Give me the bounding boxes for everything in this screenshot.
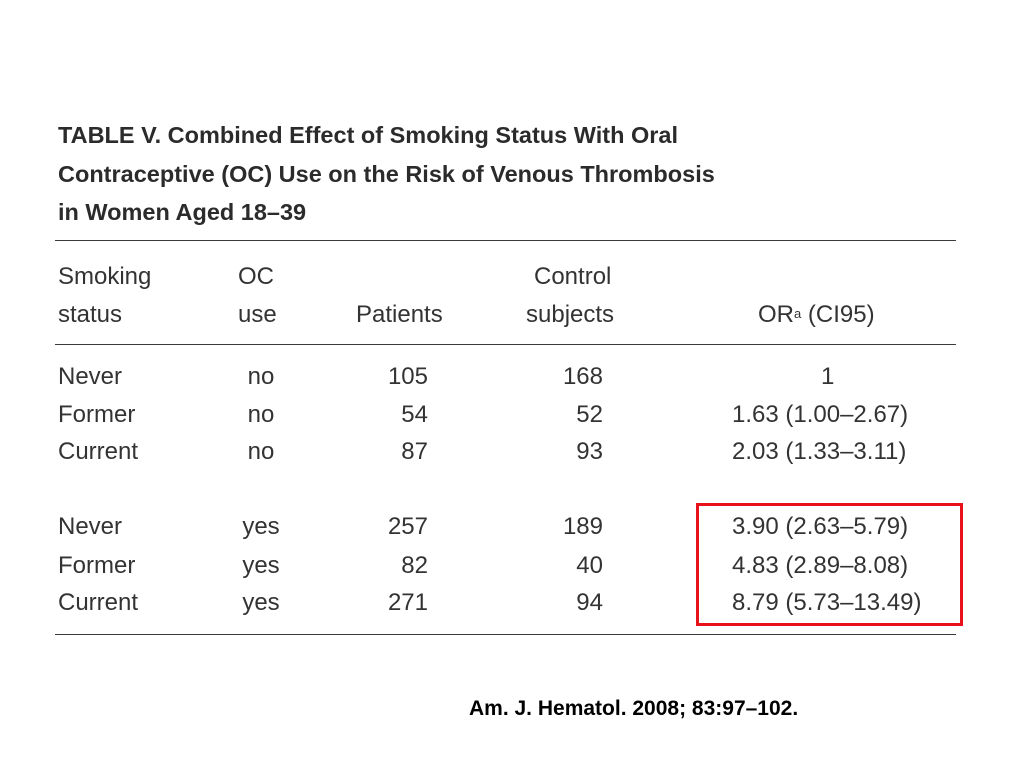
cell-smoking: Former bbox=[58, 401, 136, 428]
cell-or: 8.79 (5.73–13.49) bbox=[732, 589, 922, 616]
cell-oc-use: yes bbox=[242, 513, 280, 540]
cell-or: 4.83 (2.89–8.08) bbox=[732, 552, 909, 579]
table-title-line-2: Contraceptive (OC) Use on the Risk of Ve… bbox=[58, 160, 715, 187]
cell-or: 1 bbox=[821, 363, 835, 390]
highlight-box bbox=[696, 503, 963, 626]
cell-controls: 94 bbox=[576, 589, 603, 616]
header-control-line-1: Control bbox=[534, 263, 612, 290]
cell-smoking: Former bbox=[58, 552, 136, 579]
table-top-rule bbox=[55, 240, 956, 241]
citation: Am. J. Hematol. 2008; 83:97–102. bbox=[469, 697, 799, 720]
cell-smoking: Current bbox=[58, 438, 139, 465]
table-title: TABLE V. Combined Effect of Smoking Stat… bbox=[58, 116, 918, 232]
cell-oc-use: yes bbox=[242, 589, 280, 616]
cell-smoking: Current bbox=[58, 589, 139, 616]
cell-or: 2.03 (1.33–3.11) bbox=[732, 438, 907, 465]
table-header-rule bbox=[55, 344, 956, 345]
cell-patients: 257 bbox=[387, 513, 428, 540]
cell-or: 3.90 (2.63–5.79) bbox=[732, 513, 909, 540]
header-smoking-line-2: status bbox=[58, 301, 123, 328]
cell-controls: 52 bbox=[576, 401, 603, 428]
cell-patients: 54 bbox=[401, 401, 428, 428]
header-or-ci95: ORa (CI95) bbox=[758, 296, 875, 334]
cell-patients: 271 bbox=[387, 589, 428, 616]
header-or-superscript: a bbox=[794, 306, 802, 321]
header-or-suffix: (CI95) bbox=[801, 301, 875, 328]
cell-or: 1.63 (1.00–2.67) bbox=[732, 401, 909, 428]
cell-patients: 105 bbox=[387, 363, 428, 390]
cell-controls: 40 bbox=[576, 552, 603, 579]
header-smoking-line-1: Smoking bbox=[58, 263, 152, 290]
table-title-line-3: in Women Aged 18–39 bbox=[58, 199, 307, 225]
cell-controls: 93 bbox=[576, 438, 603, 465]
cell-controls: 168 bbox=[562, 363, 603, 390]
header-patients: Patients bbox=[356, 301, 443, 328]
cell-oc-use: no bbox=[247, 363, 275, 390]
header-or-prefix: OR bbox=[758, 301, 794, 328]
cell-oc-use: yes bbox=[242, 552, 280, 579]
table-title-line-1: TABLE V. Combined Effect of Smoking Stat… bbox=[58, 122, 678, 148]
cell-oc-use: no bbox=[247, 401, 275, 428]
cell-patients: 82 bbox=[401, 552, 428, 579]
header-oc-line-2: use bbox=[238, 301, 277, 328]
header-control-line-2: subjects bbox=[526, 301, 615, 328]
cell-smoking: Never bbox=[58, 513, 123, 540]
cell-patients: 87 bbox=[401, 438, 428, 465]
cell-oc-use: no bbox=[247, 438, 275, 465]
header-oc-line-1: OC bbox=[238, 263, 274, 290]
cell-controls: 189 bbox=[562, 513, 603, 540]
cell-smoking: Never bbox=[58, 363, 123, 390]
table-bottom-rule bbox=[55, 634, 956, 635]
